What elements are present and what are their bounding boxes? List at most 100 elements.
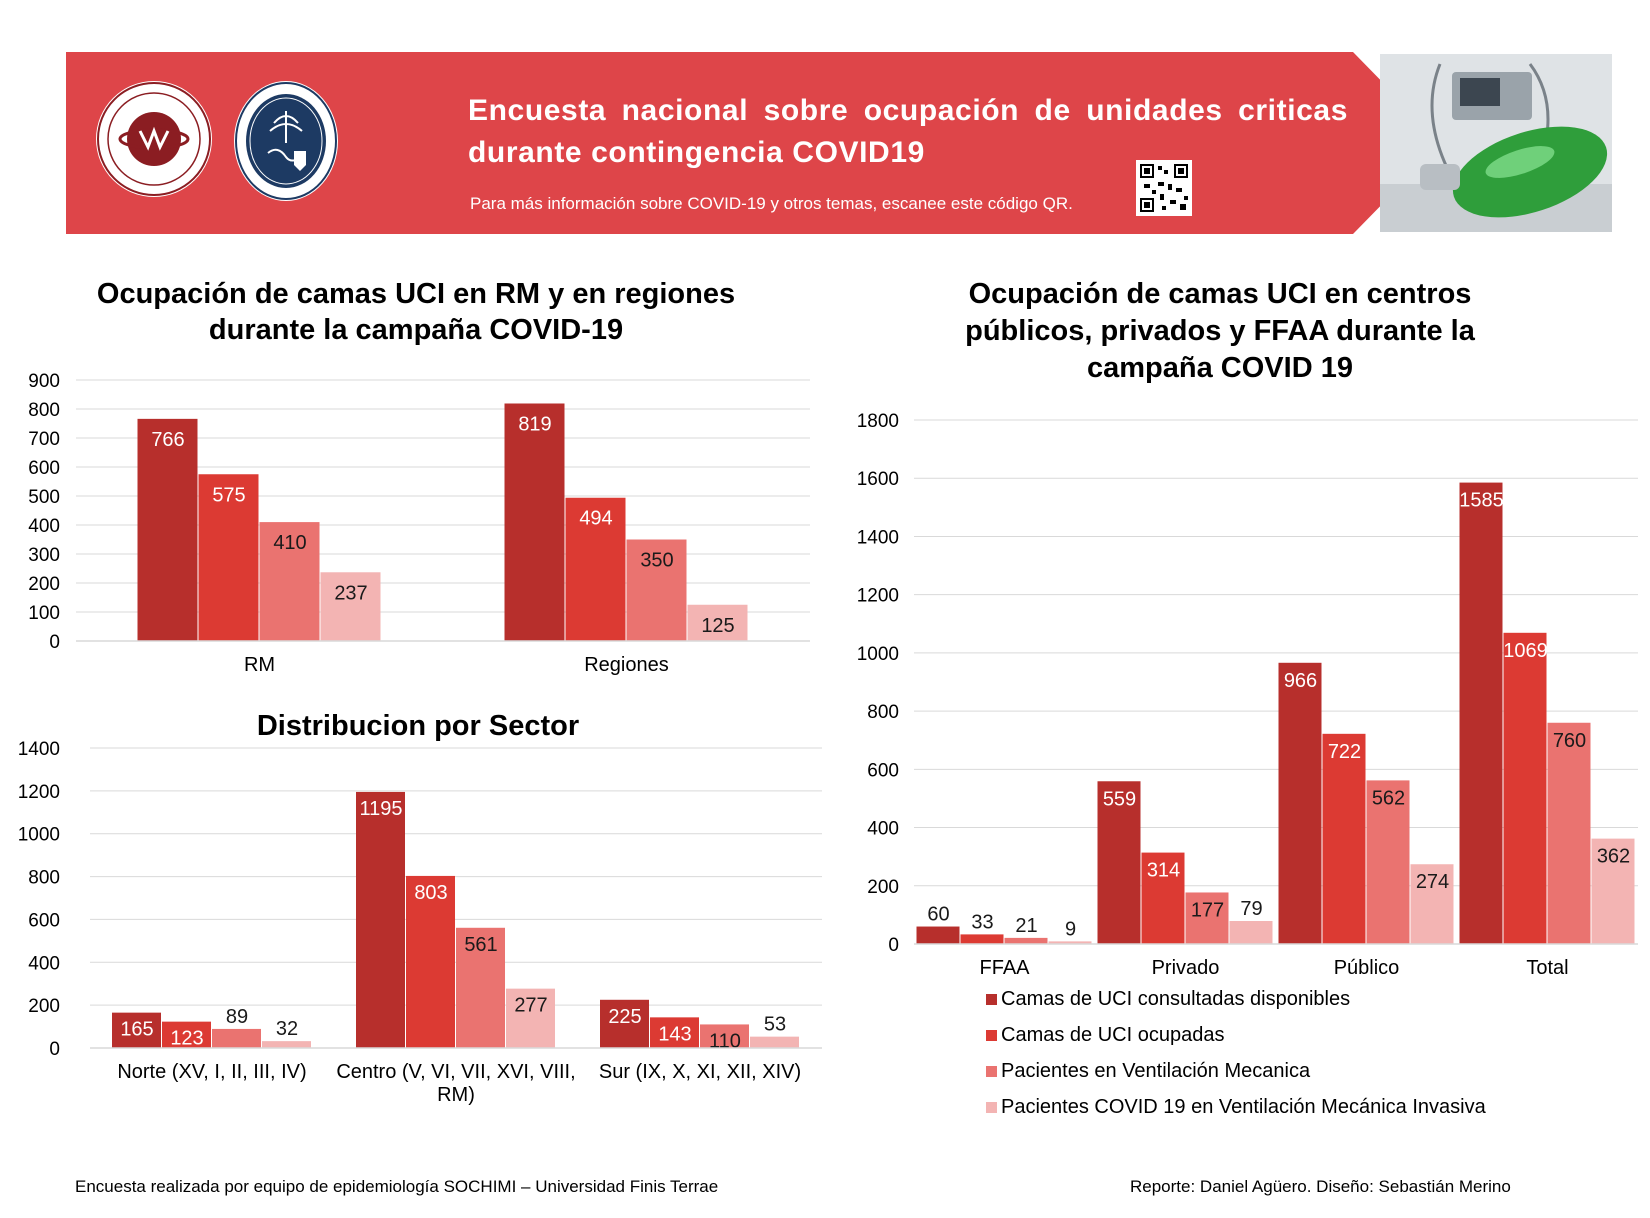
bar (262, 1041, 311, 1048)
bar (212, 1028, 261, 1048)
bar (1459, 482, 1503, 944)
x-category-label: RM (244, 654, 275, 676)
y-tick-label: 800 (28, 400, 60, 421)
x-category-label: Regiones (584, 654, 669, 676)
data-label: 819 (518, 413, 551, 435)
bar (1322, 733, 1366, 944)
y-tick-label: 1200 (18, 782, 60, 803)
y-tick-label: 1200 (857, 586, 899, 607)
data-label: 143 (658, 1023, 691, 1045)
bar (1591, 838, 1635, 944)
x-category-label: FFAA (979, 957, 1030, 979)
bar (650, 1017, 699, 1048)
data-label: 410 (273, 532, 306, 554)
chart-centros-title: Ocupación de camas UCI en centros públic… (965, 278, 1475, 384)
bar (506, 988, 555, 1048)
y-tick-label: 900 (28, 371, 60, 392)
data-label: 314 (1147, 860, 1180, 882)
bar (916, 926, 960, 944)
data-label: 60 (927, 904, 949, 926)
bar (198, 474, 259, 641)
data-label: 966 (1284, 670, 1317, 692)
legend-label: Pacientes COVID 19 en Ventilación Mecáni… (1001, 1096, 1486, 1118)
y-tick-label: 100 (28, 603, 60, 624)
bar (112, 1012, 161, 1048)
footer-left: Encuesta realizada por equipo de epidemi… (75, 1177, 719, 1196)
data-label: 125 (701, 615, 734, 637)
chart-rm: 0 100 200 300 400 500 600 700 800 900 766 575 410 237… (28, 371, 810, 676)
bar (960, 934, 1004, 944)
y-tick-label: 700 (28, 429, 60, 450)
legend-swatch (986, 1030, 997, 1041)
bar (1366, 780, 1410, 944)
y-tick-label: 200 (28, 574, 60, 595)
bar (162, 1021, 211, 1048)
bar (504, 403, 565, 641)
legend-label: Camas de UCI ocupadas (1001, 1024, 1225, 1046)
y-tick-label: 600 (28, 458, 60, 479)
data-label: 722 (1328, 741, 1361, 763)
y-tick-label: 0 (49, 632, 60, 653)
data-label: 1195 (359, 798, 402, 820)
x-category-label: Sur (IX, X, XI, XII, XIV) (599, 1061, 801, 1083)
legend-label: Pacientes en Ventilación Mecanica (1001, 1060, 1311, 1082)
bar (565, 497, 626, 641)
y-tick-label: 600 (28, 910, 60, 931)
qr-code[interactable] (1136, 160, 1192, 216)
bar (137, 418, 198, 641)
chart-rm-title: Ocupación de camas UCI en RM y en region… (96, 278, 736, 346)
y-tick-label: 0 (49, 1039, 60, 1060)
banner-subtitle: Para más información sobre COVID-19 y ot… (470, 194, 1073, 213)
data-label: 123 (170, 1028, 203, 1050)
data-label: 89 (226, 1006, 248, 1028)
bar (1278, 662, 1322, 944)
y-tick-label: 1800 (857, 411, 899, 432)
y-tick-label: 0 (888, 935, 899, 956)
header-banner: Encuesta nacional sobre ocupación de uni… (66, 52, 1612, 234)
y-tick-label: 300 (28, 545, 60, 566)
x-category-label: Público (1334, 957, 1400, 979)
chart-sector-title: Distribucion por Sector (256, 710, 580, 742)
data-label: 277 (514, 995, 547, 1017)
data-label: 274 (1416, 871, 1449, 893)
bar (1410, 864, 1454, 944)
banner-title: Encuesta nacional sobre ocupación de uni… (468, 94, 1348, 169)
y-tick-label: 1400 (18, 739, 60, 760)
x-category-label: Norte (XV, I, II, III, IV) (117, 1061, 306, 1083)
y-tick-label: 400 (867, 819, 899, 840)
bar (320, 572, 381, 641)
y-tick-label: 400 (28, 953, 60, 974)
bar (750, 1036, 799, 1048)
data-label: 494 (579, 508, 612, 530)
data-label: 33 (971, 911, 993, 933)
data-label: 350 (640, 550, 673, 572)
y-tick-label: 600 (867, 760, 899, 781)
bar (1547, 722, 1591, 944)
data-label: 21 (1015, 915, 1037, 937)
bar (456, 927, 505, 1048)
x-category-label: RM) (437, 1084, 475, 1106)
data-label: 110 (709, 1030, 741, 1052)
data-label: 766 (151, 429, 184, 451)
legend-swatch (986, 1066, 997, 1077)
data-label: 177 (1191, 899, 1224, 921)
bar (1185, 892, 1229, 944)
bar (626, 539, 687, 641)
data-label: 225 (608, 1006, 641, 1028)
y-tick-label: 400 (28, 516, 60, 537)
x-category-label: Privado (1152, 957, 1220, 979)
bar (1097, 781, 1141, 944)
chart-sector: 0 200 400 600 800 1000 1200 1400 165 123 89 32 Norte… (18, 739, 822, 1106)
sochimi-logo (96, 81, 212, 197)
data-label: 760 (1553, 730, 1586, 752)
y-tick-label: 1000 (18, 825, 60, 846)
y-tick-label: 800 (867, 702, 899, 723)
bar (1141, 852, 1185, 944)
bar (356, 791, 405, 1048)
y-tick-label: 200 (28, 996, 60, 1017)
data-label: 79 (1240, 898, 1262, 920)
bar (600, 999, 649, 1048)
bar (1004, 937, 1048, 944)
data-label: 561 (464, 934, 497, 956)
bar (1229, 921, 1273, 944)
